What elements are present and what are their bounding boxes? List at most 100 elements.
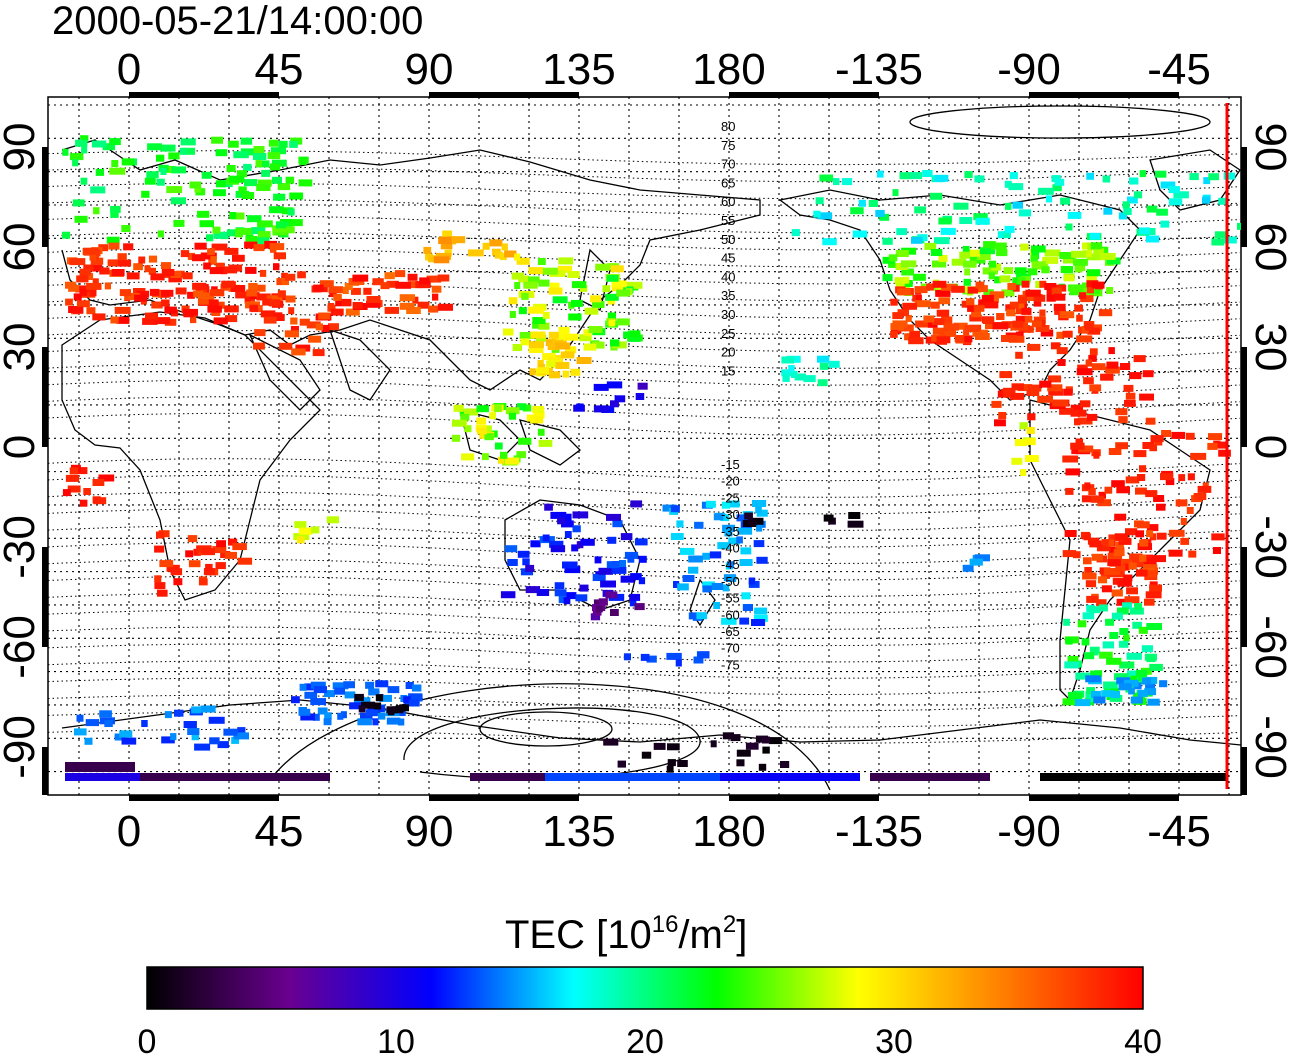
tec-cell [554, 589, 567, 597]
tec-cell [1039, 380, 1052, 388]
tec-cell [1019, 422, 1028, 430]
tec-cell [752, 500, 767, 507]
tec-cell [1047, 375, 1061, 383]
tec-cell [90, 186, 106, 194]
bottom-axis-bar [429, 795, 579, 801]
tec-cell [62, 231, 71, 239]
tec-cell [164, 318, 177, 326]
tec-cell [576, 541, 584, 549]
tec-cell [386, 717, 401, 725]
tec-cell [1021, 280, 1030, 288]
right-axis-bar [1241, 347, 1247, 447]
tec-cell [236, 170, 248, 178]
tec-cell [983, 317, 995, 324]
tec-cell [160, 144, 176, 152]
tec-cell [119, 730, 133, 738]
tec-cell [571, 299, 583, 307]
tec-cell [275, 221, 289, 229]
tec-cell [81, 146, 88, 154]
tec-cell [1105, 618, 1114, 626]
tec-cell [324, 712, 332, 720]
tec-cell [263, 316, 277, 324]
tec-cell [542, 353, 556, 361]
tec-cell [1202, 196, 1210, 204]
tec-cell [1009, 301, 1019, 309]
tec-cell [1108, 448, 1122, 455]
tec-cell [273, 252, 286, 260]
tec-cell [386, 280, 399, 288]
tec-cell [638, 555, 647, 563]
tec-cell [1090, 670, 1100, 678]
contour-label: -30 [721, 507, 740, 522]
tec-cell [1109, 632, 1119, 639]
contour-label: -60 [721, 607, 740, 622]
tec-cell [992, 322, 1009, 330]
tec-cell [1129, 553, 1143, 561]
tec-cell [1123, 208, 1132, 215]
tec-cell [1054, 178, 1065, 186]
tec-cell [84, 737, 93, 745]
tec-cell [1088, 606, 1101, 614]
north-pole-contour [909, 105, 1211, 139]
tec-cell [213, 317, 228, 325]
tec-cell [1026, 389, 1040, 396]
tec-cell [470, 773, 550, 781]
bottom-lon-tick-label: -45 [1147, 807, 1211, 856]
tec-cell [611, 341, 627, 349]
tec-cell [852, 230, 868, 238]
dip-contour-line [48, 379, 1241, 403]
tec-cell [1070, 442, 1085, 450]
contour-label: 35 [721, 288, 735, 303]
tec-cell [1197, 485, 1212, 493]
tec-cell [848, 512, 861, 519]
tec-cell [612, 520, 623, 528]
tec-cell [233, 151, 249, 159]
tec-cell [1091, 553, 1103, 561]
tec-cell [209, 289, 225, 297]
tec-cell [352, 302, 363, 309]
tec-cell [1075, 438, 1084, 446]
tec-cell [1041, 266, 1050, 274]
tec-cell [592, 301, 605, 308]
tec-cell [1118, 683, 1132, 691]
tec-cell [1188, 550, 1197, 558]
tec-cell [583, 343, 597, 351]
tec-cell [284, 330, 299, 338]
coastline-path [328, 328, 391, 401]
tec-cell [231, 736, 240, 744]
tec-cell [211, 243, 228, 251]
tec-cell [281, 272, 288, 280]
tec-cell [399, 302, 415, 310]
tec-cell [503, 328, 514, 336]
tec-cell [1127, 670, 1138, 678]
tec-cell [1086, 286, 1094, 294]
tec-cell [517, 550, 530, 558]
tec-cell [226, 165, 236, 172]
tec-cell [253, 342, 265, 350]
tec-cell [1063, 388, 1073, 396]
tec-cell [154, 575, 162, 583]
tec-cell [198, 292, 215, 300]
coastlines [61, 139, 1241, 746]
tec-cell [1093, 451, 1100, 459]
right-axis-bar [1241, 747, 1247, 795]
tec-cell [781, 356, 794, 364]
tec-cell [606, 561, 620, 569]
tec-cell [538, 439, 553, 447]
tec-cell [366, 296, 381, 303]
tec-cell [1189, 173, 1199, 181]
tec-cell [273, 193, 286, 201]
tec-cell [464, 425, 472, 433]
tec-cell [1086, 274, 1097, 282]
tec-cell [255, 284, 266, 292]
tec-cell [721, 501, 731, 509]
tec-cell [1107, 559, 1121, 567]
tec-cell [461, 453, 475, 461]
tec-cell [930, 249, 943, 256]
tec-cell [460, 413, 470, 421]
tec-cell [296, 536, 305, 544]
tec-cell [358, 705, 366, 713]
tec-cell [688, 566, 699, 574]
tec-cell [978, 299, 986, 307]
tec-cell [634, 603, 645, 611]
